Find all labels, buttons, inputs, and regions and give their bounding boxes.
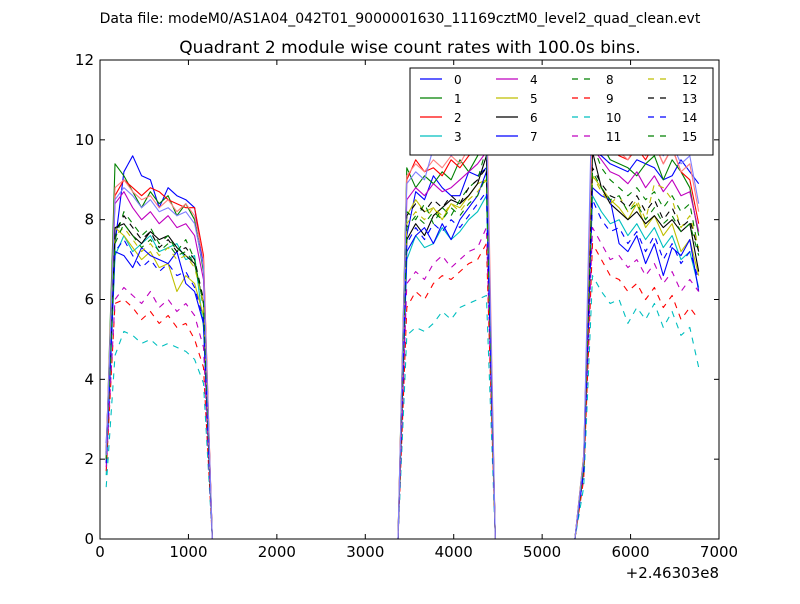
x-tick-label: 2000 <box>258 543 296 561</box>
series-line-14 <box>105 191 700 540</box>
legend-label: 13 <box>682 92 697 106</box>
legend-label: 11 <box>606 130 621 144</box>
y-tick-label: 8 <box>84 211 94 229</box>
legend-label: 4 <box>530 73 538 87</box>
legend-label: 2 <box>454 111 462 125</box>
legend-label: 5 <box>530 92 538 106</box>
legend-label: 8 <box>606 73 614 87</box>
legend-label: 1 <box>454 92 462 106</box>
x-tick-label: 4000 <box>435 543 473 561</box>
x-tick-label: 0 <box>95 543 105 561</box>
legend-label: 10 <box>606 111 621 125</box>
legend-label: 15 <box>682 130 697 144</box>
x-tick-label: 5000 <box>523 543 561 561</box>
suptitle: Data file: modeM0/AS1A04_042T01_90000016… <box>100 11 701 27</box>
series-line-10 <box>105 275 700 540</box>
chart-title: Quadrant 2 module wise count rates with … <box>179 38 640 58</box>
legend-label: 0 <box>454 73 462 87</box>
legend-label: 9 <box>606 92 614 106</box>
legend-box <box>409 67 714 156</box>
x-tick-label: 3000 <box>346 543 384 561</box>
y-tick-label: 6 <box>84 291 94 309</box>
y-tick-label: 10 <box>75 131 94 149</box>
x-offset-label: +2.46303e8 <box>626 564 719 582</box>
y-tick-label: 0 <box>84 530 94 548</box>
series-line-11 <box>105 227 700 540</box>
y-tick-label: 2 <box>84 450 94 468</box>
legend-label: 14 <box>682 111 697 125</box>
x-tick-label: 6000 <box>611 543 649 561</box>
legend-label: 3 <box>454 130 462 144</box>
x-tick-label: 1000 <box>169 543 207 561</box>
legend-label: 6 <box>530 111 538 125</box>
legend-label: 7 <box>530 130 538 144</box>
x-tick-label: 7000 <box>700 543 738 561</box>
y-tick-label: 12 <box>75 51 94 69</box>
y-tick-label: 4 <box>84 370 94 388</box>
legend-label: 12 <box>682 73 697 87</box>
